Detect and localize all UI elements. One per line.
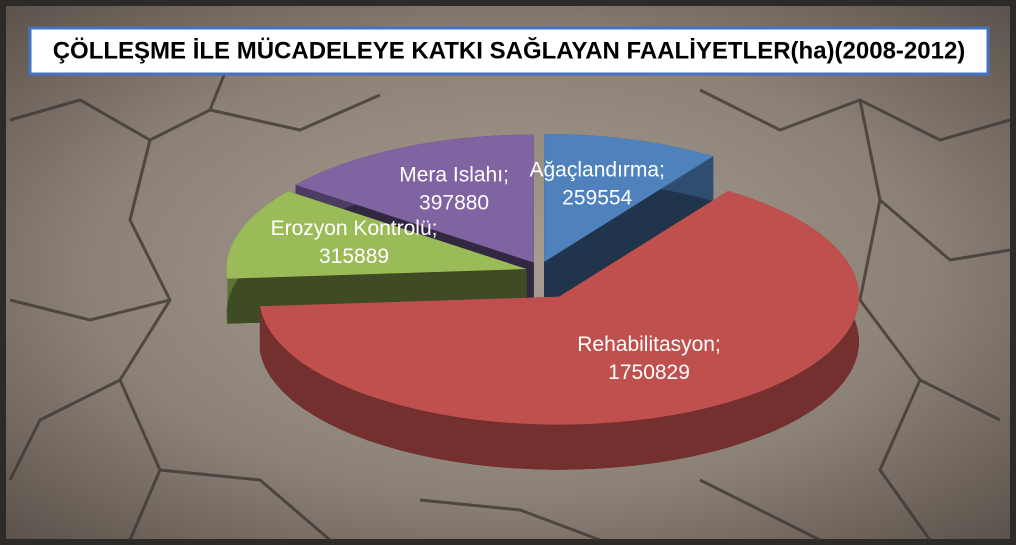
label-value: 1750829 [608,361,690,384]
label-separator: ; [432,217,438,240]
label-category: Rehabilitasyon [577,333,715,356]
label-value: 259554 [562,187,632,210]
title-box [28,26,990,76]
slice [544,134,714,262]
label-value: 315889 [319,245,389,268]
slice-group [544,134,714,307]
label-separator: ; [715,333,721,356]
data-label: Ağaçlandırma; 259554 [529,159,664,210]
slice-group [259,190,859,470]
label-category: Erozyon Kontrolü [271,217,432,240]
slice-side [544,156,714,307]
label-value: 397880 [419,192,489,215]
data-label: Mera Islahı; 397880 [399,164,509,215]
data-label: Rehabilitasyon; 1750829 [577,333,721,384]
label-category: Mera Islahı [399,164,503,187]
slice [259,190,859,425]
slice [226,191,527,279]
label-separator: ; [503,164,509,187]
label-separator: ; [659,159,665,182]
cracks [8,59,1011,542]
chart-title: ÇÖLLEŞME İLE MÜCADELEYE KATKI SAĞLAYAN F… [53,36,966,64]
label-category: Ağaçlandırma [529,159,659,182]
pie [226,134,859,470]
slice [295,134,534,263]
data-label: Erozyon Kontrolü; 315889 [271,217,438,268]
